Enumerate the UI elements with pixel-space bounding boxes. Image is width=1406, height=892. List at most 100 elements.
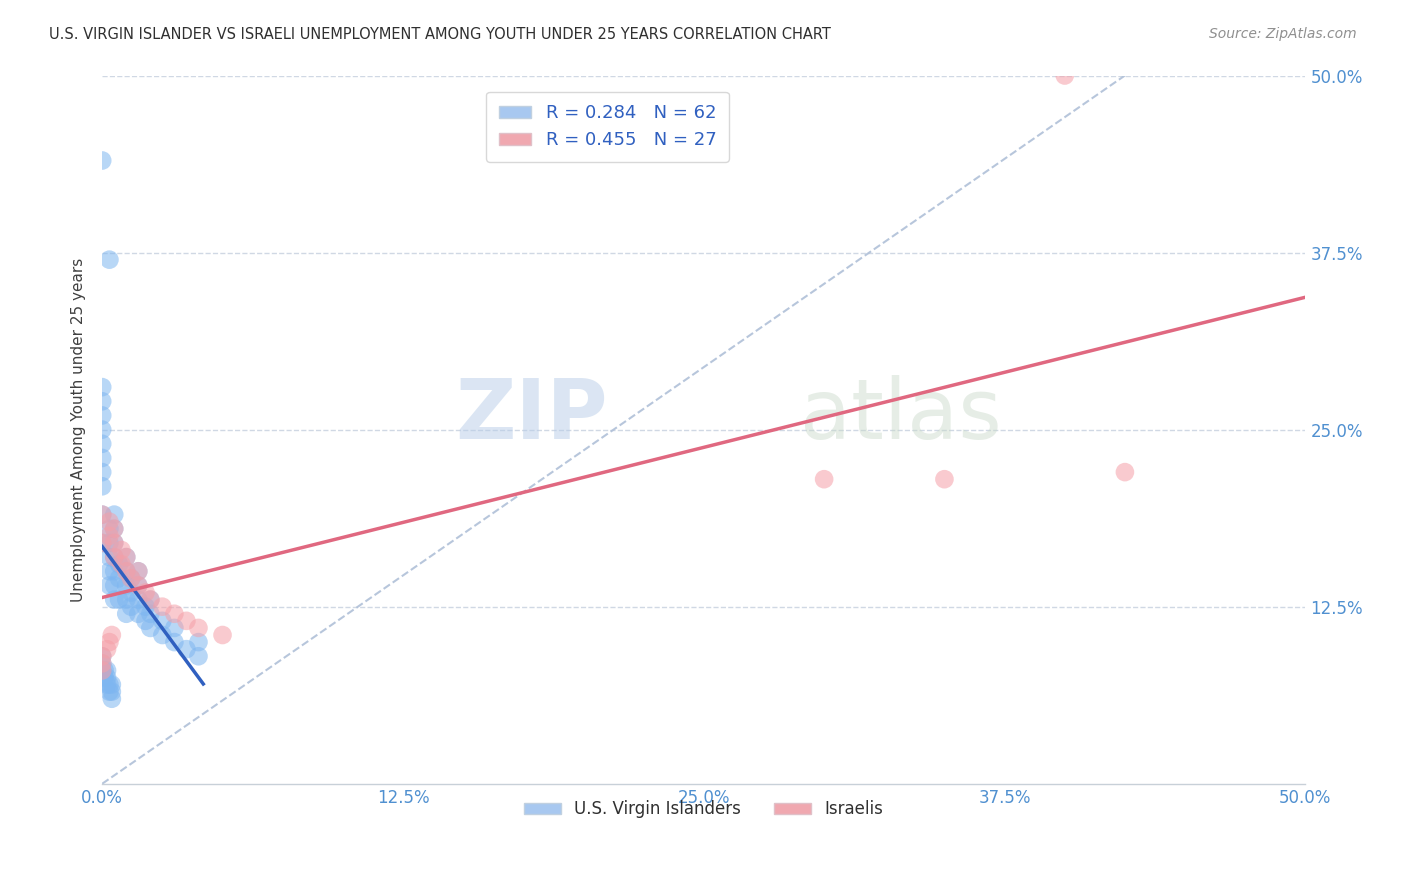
Point (91, 508, 114, 522)
Point (163, 607, 186, 621)
Point (110, 557, 132, 571)
Point (176, 642, 198, 657)
Point (139, 607, 162, 621)
Point (135, 585, 157, 599)
Point (98, 522, 121, 536)
Point (98, 536, 121, 550)
Point (101, 684, 124, 698)
Point (91, 664, 114, 678)
Point (101, 691, 124, 706)
Point (135, 614, 157, 628)
Point (813, 472, 835, 486)
Point (163, 635, 186, 649)
Point (93, 664, 115, 678)
Point (187, 635, 209, 649)
Point (120, 585, 142, 599)
Point (91, 649, 114, 664)
Point (115, 550, 138, 565)
Point (108, 592, 131, 607)
Point (98, 677, 121, 691)
Point (127, 564, 149, 578)
Point (98, 635, 121, 649)
Point (1114, 465, 1136, 479)
Point (91, 479, 114, 493)
Point (91, 508, 114, 522)
Point (115, 564, 138, 578)
Point (139, 621, 162, 635)
Point (110, 543, 132, 558)
Text: Source: ZipAtlas.com: Source: ZipAtlas.com (1209, 27, 1357, 41)
Point (91, 657, 114, 671)
Point (103, 536, 125, 550)
Point (91, 657, 114, 671)
Point (98, 684, 121, 698)
Point (91, 536, 114, 550)
Point (96, 671, 118, 685)
Point (103, 522, 125, 536)
Point (91, 450, 114, 465)
Point (127, 564, 149, 578)
Point (103, 550, 125, 565)
Point (91, 649, 114, 664)
Point (150, 614, 173, 628)
Point (163, 621, 186, 635)
Point (103, 522, 125, 536)
Point (103, 508, 125, 522)
Point (176, 614, 198, 628)
Point (115, 564, 138, 578)
Point (98, 550, 121, 565)
Point (103, 578, 125, 592)
Point (91, 664, 114, 678)
Point (103, 536, 125, 550)
Point (103, 550, 125, 565)
Point (127, 592, 149, 607)
Point (127, 578, 149, 592)
Point (98, 578, 121, 592)
Point (120, 599, 142, 614)
Point (139, 592, 162, 607)
Point (115, 550, 138, 565)
Point (187, 649, 209, 664)
Point (139, 592, 162, 607)
Point (211, 628, 233, 642)
Point (1053, 69, 1076, 83)
Text: U.S. VIRGIN ISLANDER VS ISRAELI UNEMPLOYMENT AMONG YOUTH UNDER 25 YEARS CORRELAT: U.S. VIRGIN ISLANDER VS ISRAELI UNEMPLOY… (49, 27, 831, 42)
Point (98, 529, 121, 543)
Point (98, 515, 121, 529)
Legend: U.S. Virgin Islanders, Israelis: U.S. Virgin Islanders, Israelis (517, 794, 890, 825)
Point (96, 677, 118, 691)
Point (91, 153, 114, 168)
Point (93, 671, 115, 685)
Point (91, 536, 114, 550)
Text: atlas: atlas (800, 375, 1002, 456)
Point (934, 472, 956, 486)
Point (135, 599, 157, 614)
Point (91, 394, 114, 409)
Point (108, 571, 131, 585)
Point (127, 578, 149, 592)
Point (115, 592, 138, 607)
Point (96, 642, 118, 657)
Y-axis label: Unemployment Among Youth under 25 years: Unemployment Among Youth under 25 years (72, 258, 86, 602)
Point (103, 592, 125, 607)
Point (101, 677, 124, 691)
Text: ZIP: ZIP (456, 375, 607, 456)
Point (91, 465, 114, 479)
Point (91, 380, 114, 394)
Point (91, 423, 114, 437)
Point (103, 564, 125, 578)
Point (96, 664, 118, 678)
Point (127, 607, 149, 621)
Point (101, 628, 124, 642)
Point (91, 409, 114, 423)
Point (91, 437, 114, 451)
Point (150, 628, 173, 642)
Point (98, 564, 121, 578)
Point (98, 252, 121, 267)
Point (120, 571, 142, 585)
Point (108, 557, 131, 571)
Point (115, 607, 138, 621)
Point (115, 578, 138, 592)
Point (150, 599, 173, 614)
Point (187, 621, 209, 635)
